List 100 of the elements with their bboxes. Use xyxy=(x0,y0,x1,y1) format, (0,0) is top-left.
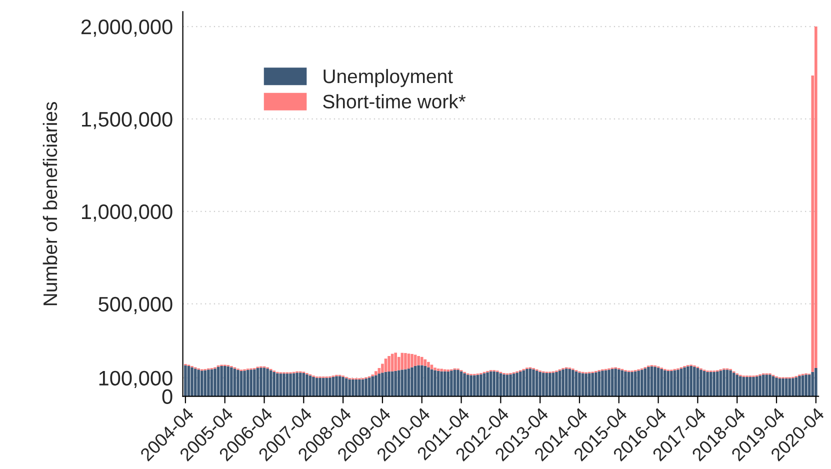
bar xyxy=(722,370,726,396)
bar xyxy=(752,376,755,396)
bar xyxy=(230,367,233,396)
bar xyxy=(394,370,397,396)
bar xyxy=(614,368,617,396)
bar xyxy=(693,366,696,396)
bar xyxy=(630,372,634,396)
bar xyxy=(306,374,308,396)
bar xyxy=(676,370,680,396)
bar xyxy=(407,354,410,369)
bar xyxy=(555,372,558,396)
bar xyxy=(190,367,194,396)
bar xyxy=(236,370,240,396)
bar xyxy=(243,370,246,396)
bar xyxy=(594,372,598,396)
bar xyxy=(260,368,262,396)
bar xyxy=(690,366,693,396)
bar xyxy=(456,370,460,396)
bar xyxy=(427,367,430,396)
bar xyxy=(788,378,792,396)
bar xyxy=(282,374,286,396)
bar xyxy=(388,372,390,396)
bar xyxy=(654,366,656,396)
bar xyxy=(486,372,489,396)
bar xyxy=(450,370,453,396)
bar xyxy=(617,369,620,396)
bar xyxy=(762,374,765,396)
bar xyxy=(226,366,230,396)
bar xyxy=(342,376,344,396)
bar xyxy=(601,370,604,396)
bar xyxy=(374,371,378,376)
bar xyxy=(473,375,476,396)
bar xyxy=(798,376,801,396)
bar xyxy=(420,365,424,396)
bar xyxy=(578,372,581,396)
bar xyxy=(463,373,466,396)
bar xyxy=(381,372,384,396)
bar xyxy=(414,354,417,366)
bar xyxy=(712,372,716,396)
bar xyxy=(296,372,298,396)
bar xyxy=(298,372,302,396)
bar xyxy=(394,352,397,371)
bar xyxy=(352,379,354,396)
y-tick-label: 500,000 xyxy=(98,296,172,314)
bar xyxy=(328,378,332,396)
bar xyxy=(568,368,572,396)
bar xyxy=(358,379,361,396)
y-tick-label: 1,000,000 xyxy=(82,204,172,222)
bar xyxy=(443,371,446,396)
bar xyxy=(716,372,719,396)
bar xyxy=(434,370,436,396)
bar xyxy=(371,376,374,396)
bar xyxy=(430,364,434,370)
bar xyxy=(440,371,443,396)
legend-label: Short-time work* xyxy=(323,94,466,108)
bar xyxy=(410,367,414,396)
bar xyxy=(768,374,772,396)
bar xyxy=(325,378,328,396)
bar xyxy=(253,369,256,396)
bar xyxy=(440,368,443,372)
bar xyxy=(312,376,315,396)
bar xyxy=(427,362,430,368)
bar xyxy=(516,372,518,396)
bar xyxy=(683,367,686,396)
bar xyxy=(666,370,670,396)
bar xyxy=(548,373,552,396)
bar xyxy=(404,369,407,396)
y-tick-label: 0 xyxy=(162,389,172,404)
bar xyxy=(814,368,818,396)
bar xyxy=(420,356,424,366)
bar xyxy=(532,369,535,396)
y-axis-title: Number of beneficiaries xyxy=(42,102,58,306)
bar xyxy=(792,378,794,396)
bar xyxy=(758,376,762,396)
bar xyxy=(738,376,742,396)
bar xyxy=(348,379,352,396)
bar xyxy=(663,370,666,396)
bar xyxy=(417,356,420,366)
bar xyxy=(736,374,738,396)
bar xyxy=(670,370,673,396)
bar xyxy=(647,366,650,396)
bar xyxy=(637,370,640,396)
bar xyxy=(388,356,390,372)
bar xyxy=(272,372,276,396)
bar xyxy=(729,370,732,396)
bar xyxy=(572,370,574,396)
bar xyxy=(318,378,322,396)
bar xyxy=(404,353,407,370)
bar xyxy=(200,370,204,396)
bar xyxy=(470,375,473,396)
bar xyxy=(446,372,450,396)
bar xyxy=(518,372,522,396)
bar xyxy=(197,370,200,396)
bar xyxy=(446,369,450,372)
bar xyxy=(220,366,223,396)
bar xyxy=(562,369,564,396)
bar xyxy=(250,370,253,396)
bar xyxy=(811,372,814,396)
bar xyxy=(775,378,778,396)
bar xyxy=(289,374,292,396)
